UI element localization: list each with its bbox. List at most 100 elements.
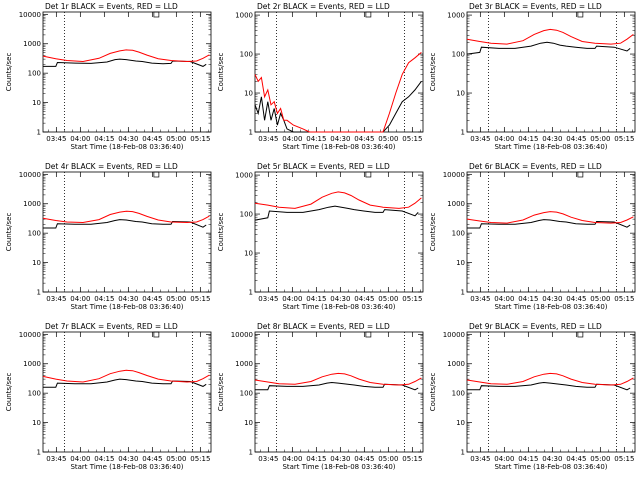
- ytick-label-6-2: 100: [452, 230, 465, 238]
- x-axis-title-2: Start Time (18-Feb-08 03:36:40): [282, 143, 395, 151]
- x-axis-title-4: Start Time (18-Feb-08 03:36:40): [70, 303, 183, 311]
- xtick-label-8-3: 04:30: [330, 455, 350, 463]
- ytick-label-1-0: 1: [37, 129, 41, 137]
- series-events-7: [43, 378, 207, 388]
- series-lld-2: [254, 52, 422, 133]
- y-axis-title-4: Counts/sec: [5, 213, 13, 252]
- ytick-label-8-0: 1: [249, 449, 253, 457]
- xtick-label-9-2: 04:15: [518, 455, 538, 463]
- xtick-label-7-4: 04:45: [142, 455, 162, 463]
- ytick-label-2-0: 1: [249, 129, 253, 137]
- xtick-label-5-5: 05:00: [378, 295, 398, 303]
- series-lld-9: [466, 372, 634, 386]
- ytick-label-9-4: 10000: [443, 331, 465, 339]
- plot-frame-6: [466, 171, 636, 293]
- ytick-label-2-1: 10: [244, 90, 253, 98]
- ytick-label-8-3: 1000: [235, 360, 253, 368]
- xtick-label-3-4: 04:45: [566, 135, 586, 143]
- xtick-label-6-3: 04:30: [542, 295, 562, 303]
- xtick-label-8-1: 04:00: [282, 455, 302, 463]
- xtick-label-6-2: 04:15: [518, 295, 538, 303]
- xtick-label-4-0: 03:45: [46, 295, 66, 303]
- panel-title-4: Det 4r BLACK = Events, RED = LLD: [45, 162, 178, 171]
- xtick-label-3-6: 05:15: [614, 135, 634, 143]
- panel-title-5: Det 5r BLACK = Events, RED = LLD: [257, 162, 390, 171]
- x-axis-title-6: Start Time (18-Feb-08 03:36:40): [494, 303, 607, 311]
- ytick-label-9-2: 100: [452, 390, 465, 398]
- ytick-label-7-4: 10000: [19, 331, 41, 339]
- xtick-label-2-0: 03:45: [258, 135, 278, 143]
- series-events-5: [254, 205, 419, 221]
- series-lld-8: [254, 372, 422, 386]
- ytick-label-3-3: 1000: [447, 12, 465, 20]
- ytick-label-9-3: 1000: [447, 360, 465, 368]
- panel-title-1: Det 1r BLACK = Events, RED = LLD: [45, 2, 178, 11]
- xtick-label-1-6: 05:15: [190, 135, 210, 143]
- panel-title-6: Det 6r BLACK = Events, RED = LLD: [469, 162, 602, 171]
- series-events-2: [254, 81, 422, 133]
- time-marker-2: [365, 11, 372, 18]
- xtick-label-6-4: 04:45: [566, 295, 586, 303]
- x-axis-title-5: Start Time (18-Feb-08 03:36:40): [282, 303, 395, 311]
- series-lld-7: [42, 369, 210, 383]
- ytick-label-4-0: 1: [37, 289, 41, 297]
- xtick-label-8-0: 03:45: [258, 455, 278, 463]
- xtick-label-2-2: 04:15: [306, 135, 326, 143]
- series-events-3: [466, 41, 631, 55]
- y-axis-title-8: Counts/sec: [217, 373, 225, 412]
- xtick-label-4-6: 05:15: [190, 295, 210, 303]
- xtick-label-5-6: 05:15: [402, 295, 422, 303]
- series-lld-1: [42, 49, 210, 63]
- plot-frame-5: [254, 171, 424, 293]
- y-axis-title-6: Counts/sec: [429, 213, 437, 252]
- series-lld-5: [254, 191, 422, 209]
- y-axis-title-3: Counts/sec: [429, 53, 437, 92]
- time-marker-4: [153, 171, 160, 178]
- time-marker-3: [577, 11, 584, 18]
- time-marker-8: [365, 331, 372, 338]
- panel-title-3: Det 3r BLACK = Events, RED = LLD: [469, 2, 602, 11]
- ytick-label-7-0: 1: [37, 449, 41, 457]
- xtick-label-1-2: 04:15: [94, 135, 114, 143]
- xtick-label-1-0: 03:45: [46, 135, 66, 143]
- xtick-label-3-5: 05:00: [590, 135, 610, 143]
- time-marker-9: [577, 331, 584, 338]
- xtick-label-9-3: 04:30: [542, 455, 562, 463]
- ytick-label-6-1: 10: [456, 259, 465, 267]
- ytick-label-8-2: 100: [240, 390, 253, 398]
- series-events-4: [43, 219, 207, 229]
- panel-title-9: Det 9r BLACK = Events, RED = LLD: [469, 322, 602, 331]
- xtick-label-9-4: 04:45: [566, 455, 586, 463]
- xtick-label-4-4: 04:45: [142, 295, 162, 303]
- ytick-label-2-2: 100: [240, 51, 253, 59]
- xtick-label-4-3: 04:30: [118, 295, 138, 303]
- y-axis-title-1: Counts/sec: [5, 53, 13, 92]
- y-axis-title-9: Counts/sec: [429, 373, 437, 412]
- ytick-label-3-0: 1: [461, 129, 465, 137]
- xtick-label-6-5: 05:00: [590, 295, 610, 303]
- xtick-label-5-1: 04:00: [282, 295, 302, 303]
- ytick-label-1-1: 10: [32, 99, 41, 107]
- xtick-label-7-0: 03:45: [46, 455, 66, 463]
- plot-frame-4: [42, 171, 212, 293]
- xtick-label-1-1: 04:00: [70, 135, 90, 143]
- xtick-label-9-1: 04:00: [494, 455, 514, 463]
- xtick-label-8-5: 05:00: [378, 455, 398, 463]
- xtick-label-5-3: 04:30: [330, 295, 350, 303]
- ytick-label-3-2: 100: [452, 51, 465, 59]
- xtick-label-4-2: 04:15: [94, 295, 114, 303]
- ytick-label-4-3: 1000: [23, 200, 41, 208]
- xtick-label-1-4: 04:45: [142, 135, 162, 143]
- ytick-label-4-4: 10000: [19, 171, 41, 179]
- y-axis-title-7: Counts/sec: [5, 373, 13, 412]
- xtick-label-6-6: 05:15: [614, 295, 634, 303]
- xtick-label-8-6: 05:15: [402, 455, 422, 463]
- xtick-label-4-1: 04:00: [70, 295, 90, 303]
- xtick-label-1-3: 04:30: [118, 135, 138, 143]
- ytick-label-5-1: 10: [244, 250, 253, 258]
- xtick-label-9-5: 05:00: [590, 455, 610, 463]
- xtick-label-4-5: 05:00: [166, 295, 186, 303]
- panel-title-7: Det 7r BLACK = Events, RED = LLD: [45, 322, 178, 331]
